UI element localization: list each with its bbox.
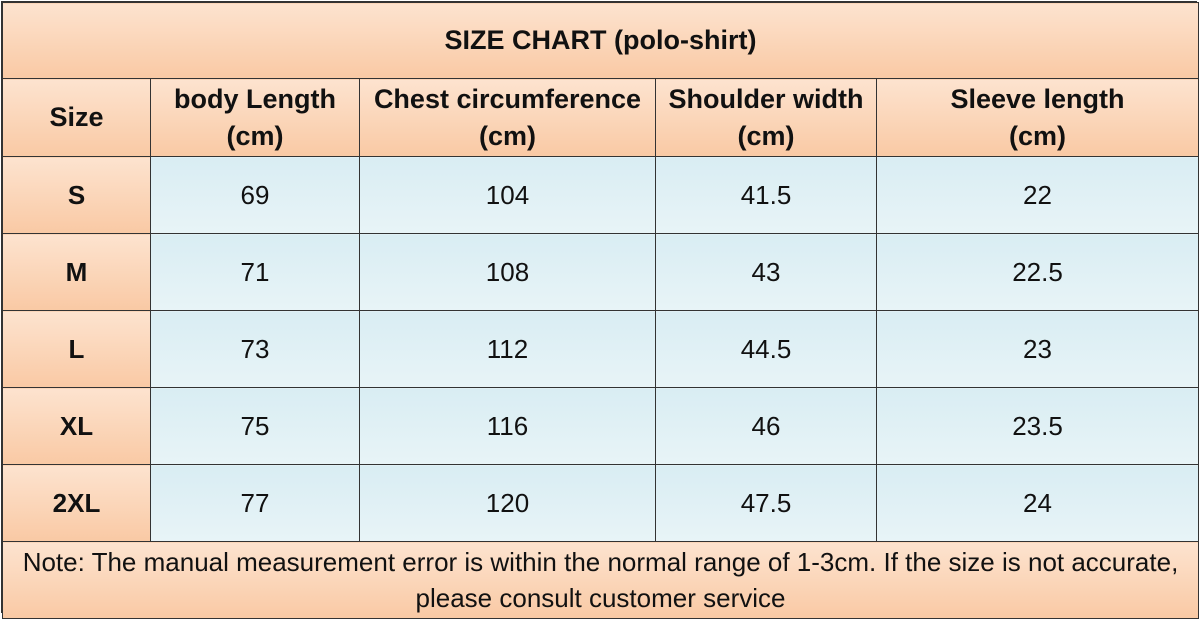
size-cell: L <box>2 310 151 388</box>
title-row: SIZE CHART (polo-shirt) <box>2 2 1199 79</box>
sleeve-cell: 23.5 <box>876 387 1199 465</box>
shoulder-cell: 47.5 <box>655 464 877 542</box>
table-row: S 69 104 41.5 22 <box>2 156 1199 234</box>
sleeve-cell: 22.5 <box>876 233 1199 311</box>
column-header-label: body Length <box>174 83 336 114</box>
header-row: Size body Length (cm) Chest circumferenc… <box>2 78 1199 157</box>
shoulder-cell: 43 <box>655 233 877 311</box>
column-header-body-length: body Length (cm) <box>150 78 360 157</box>
chest-cell: 104 <box>359 156 656 234</box>
sleeve-cell: 24 <box>876 464 1199 542</box>
body-length-cell: 73 <box>150 310 360 388</box>
column-header-unit: (cm) <box>226 120 284 151</box>
note-row: Note: The manual measurement error is wi… <box>2 541 1199 619</box>
body-length-cell: 75 <box>150 387 360 465</box>
column-header-sleeve: Sleeve length (cm) <box>876 78 1199 157</box>
shoulder-cell: 41.5 <box>655 156 877 234</box>
sleeve-cell: 23 <box>876 310 1199 388</box>
chest-cell: 112 <box>359 310 656 388</box>
chest-cell: 116 <box>359 387 656 465</box>
body-length-cell: 77 <box>150 464 360 542</box>
column-header-unit: (cm) <box>737 120 795 151</box>
column-header-shoulder: Shoulder width (cm) <box>655 78 877 157</box>
table-row: M 71 108 43 22.5 <box>2 233 1199 311</box>
table-row: 2XL 77 120 47.5 24 <box>2 464 1199 542</box>
shoulder-cell: 46 <box>655 387 877 465</box>
column-header-label: Shoulder width <box>668 83 864 114</box>
size-cell: 2XL <box>2 464 151 542</box>
size-cell: S <box>2 156 151 234</box>
body-length-cell: 69 <box>150 156 360 234</box>
measurement-note: Note: The manual measurement error is wi… <box>2 541 1199 619</box>
sleeve-cell: 22 <box>876 156 1199 234</box>
chest-cell: 120 <box>359 464 656 542</box>
column-header-label: Sleeve length <box>950 83 1125 114</box>
table-row: XL 75 116 46 23.5 <box>2 387 1199 465</box>
column-header-unit: (cm) <box>1008 120 1066 151</box>
size-cell: XL <box>2 387 151 465</box>
size-cell: M <box>2 233 151 311</box>
table-row: L 73 112 44.5 23 <box>2 310 1199 388</box>
chart-title: SIZE CHART (polo-shirt) <box>2 2 1199 79</box>
column-header-size: Size <box>2 78 151 157</box>
column-header-label: Size <box>49 102 104 132</box>
column-header-unit: (cm) <box>478 120 536 151</box>
column-header-label: Chest circumference <box>373 83 642 114</box>
shoulder-cell: 44.5 <box>655 310 877 388</box>
body-length-cell: 71 <box>150 233 360 311</box>
chest-cell: 108 <box>359 233 656 311</box>
column-header-chest: Chest circumference (cm) <box>359 78 656 157</box>
